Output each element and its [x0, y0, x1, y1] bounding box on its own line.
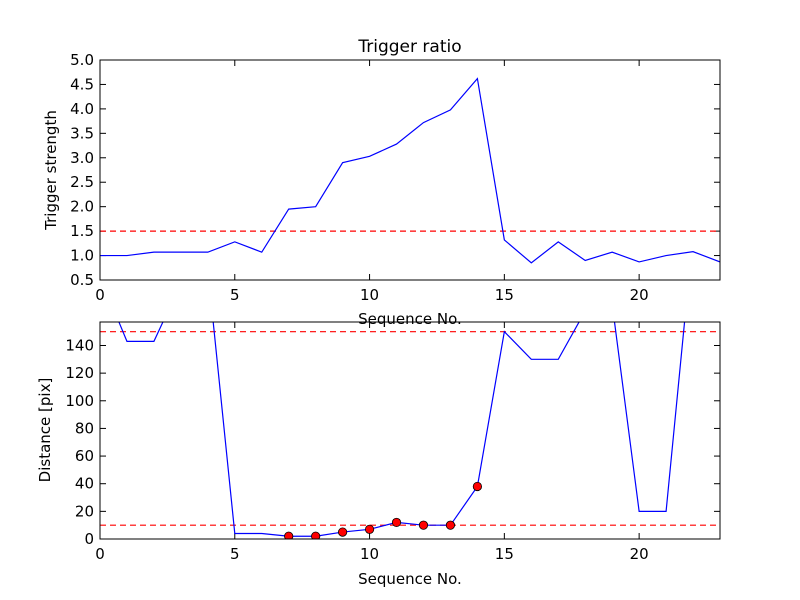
- top-y-tick-label: 0.5: [70, 271, 94, 289]
- bottom-data-point: [472, 481, 482, 492]
- bottom-y-tick-label: 60: [75, 447, 94, 465]
- bottom-axes-frame: [99, 321, 721, 540]
- bottom-data-point: [311, 531, 321, 539]
- bottom-y-tick-label: 40: [75, 475, 94, 493]
- top-y-tick-label: 5.0: [70, 51, 94, 69]
- bottom-plot-area: [100, 322, 720, 539]
- top-plot-area: [100, 77, 720, 264]
- bottom-x-axis-label: Sequence No.: [358, 570, 462, 588]
- bottom-axis-ticks: 0 5 10 15 20 0 20 40 60 80 100 120 140: [65, 322, 720, 563]
- top-x-tick-label: 20: [630, 286, 649, 304]
- top-y-tick-label: 4.5: [70, 75, 94, 93]
- trigger-ratio-plot: Trigger ratio 0 5 10 15 20 0.5 1.0 1.5 2.0 2.5 3.0…: [42, 37, 721, 304]
- top-x-tick-label: 15: [495, 286, 514, 304]
- top-y-tick-label: 2.5: [70, 173, 94, 191]
- bottom-y-tick-label: 0: [84, 530, 94, 548]
- bottom-data-point: [391, 517, 402, 528]
- bottom-y-tick-label: 80: [75, 419, 94, 437]
- distance-plot: 0 5 10 15 20 0 20 40 60 80 100 120 140 Distance [pix…: [36, 321, 721, 588]
- bottom-y-tick-label: 20: [75, 502, 94, 520]
- bottom-data-point: [364, 524, 375, 534]
- top-y-tick-label: 1.5: [70, 222, 94, 240]
- top-axis-ticks: 0 5 10 15 20 0.5 1.0 1.5 2.0 2.5 3.0 3.5 4.0 4.5 5.0: [70, 51, 720, 304]
- bottom-x-tick-label: 5: [230, 545, 240, 563]
- bottom-x-tick-label: 15: [495, 545, 514, 563]
- bottom-y-tick-label: 140: [65, 336, 94, 354]
- bottom-data-point: [445, 520, 456, 530]
- bottom-data-point: [418, 520, 429, 530]
- bottom-data-point: [338, 527, 348, 537]
- top-axes-frame: [99, 59, 721, 281]
- top-y-tick-label: 1.0: [70, 247, 94, 265]
- top-x-tick-label: 10: [360, 286, 379, 304]
- top-y-tick-label: 2.0: [70, 198, 94, 216]
- top-x-tick-label: 5: [230, 286, 240, 304]
- top-series-line: [100, 77, 720, 264]
- bottom-x-tick-label: 10: [360, 545, 379, 563]
- top-y-axis-label: Trigger strength: [42, 110, 60, 231]
- bottom-y-axis-label: Distance [pix]: [36, 378, 54, 483]
- bottom-x-tick-label: 0: [95, 545, 105, 563]
- bottom-data-point: [284, 531, 294, 539]
- top-y-tick-label: 3.5: [70, 124, 94, 142]
- bottom-x-tick-label: 20: [630, 545, 649, 563]
- top-y-tick-label: 4.0: [70, 100, 94, 118]
- bottom-y-tick-label: 100: [65, 392, 94, 410]
- bottom-series-line: [118, 322, 686, 537]
- top-y-tick-label: 3.0: [70, 149, 94, 167]
- bottom-y-tick-label: 120: [65, 364, 94, 382]
- top-x-axis-label: Sequence No.: [358, 310, 462, 328]
- top-x-tick-label: 0: [95, 286, 105, 304]
- chart-title: Trigger ratio: [357, 37, 461, 57]
